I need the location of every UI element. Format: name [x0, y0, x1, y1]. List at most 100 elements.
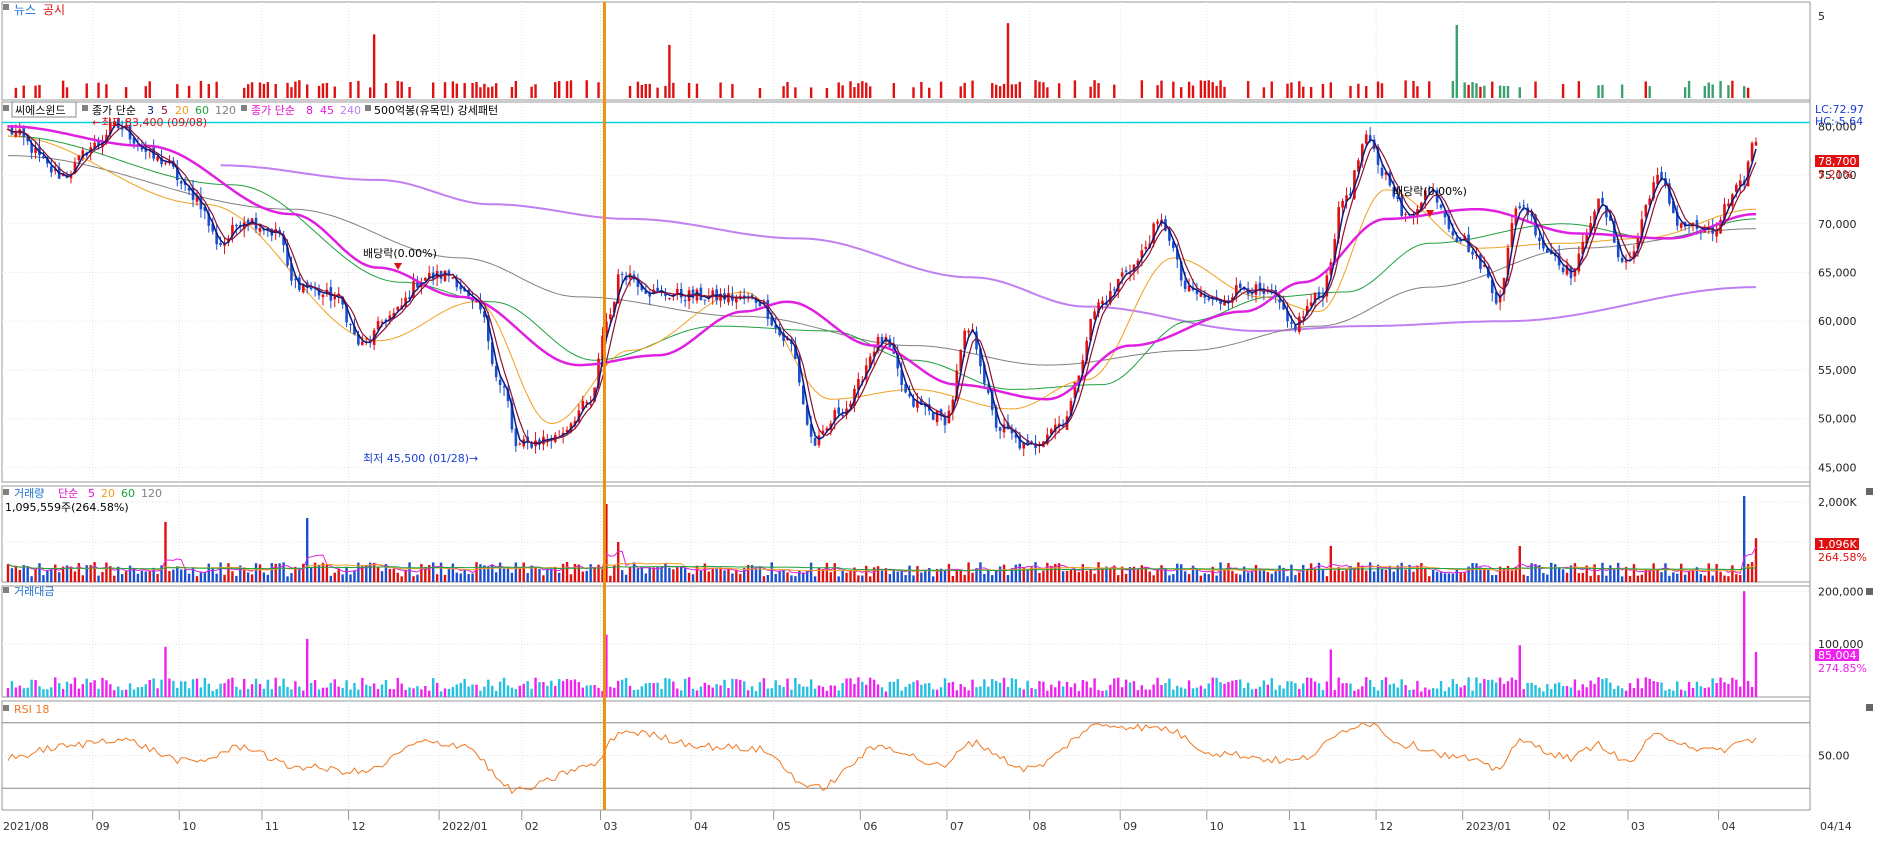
volume-bar — [916, 565, 919, 582]
amount-bar — [302, 690, 305, 697]
volume-bar — [1101, 568, 1104, 582]
candle-body — [1396, 196, 1400, 200]
candle-body — [140, 147, 144, 150]
amount-bar — [246, 688, 250, 697]
candle-body — [1109, 291, 1112, 304]
candle-body — [1368, 135, 1372, 141]
news-bar — [475, 81, 478, 98]
amount-bar — [1707, 687, 1710, 697]
volume-bar — [1656, 569, 1659, 582]
news-bar — [849, 81, 852, 98]
amount-bar — [1144, 689, 1147, 697]
volume-bar — [833, 563, 836, 582]
candle-body — [1290, 322, 1293, 324]
candle-body — [821, 430, 825, 434]
news-bar — [928, 87, 931, 98]
candle-body — [1483, 264, 1486, 267]
amount-panel — [6, 591, 1758, 697]
volume-bar — [1278, 565, 1281, 582]
candle-body — [1577, 253, 1581, 272]
candle-body — [809, 424, 813, 437]
amount-bar — [1652, 680, 1655, 697]
news-bar — [636, 81, 640, 98]
amount-bar — [530, 688, 533, 697]
amount-bar — [1054, 687, 1057, 697]
volume-bar — [1152, 575, 1155, 582]
volume-bar — [309, 567, 313, 582]
amount-bar — [1010, 678, 1014, 697]
volume-bar — [491, 564, 494, 582]
panel-marker-icon — [3, 105, 9, 111]
close-icon[interactable] — [1866, 588, 1873, 595]
news-bar — [731, 84, 734, 98]
news-bar — [38, 84, 41, 98]
candle-body — [93, 142, 96, 148]
volume-bar — [1317, 562, 1321, 582]
news-bar — [199, 80, 203, 98]
candle-body — [1486, 266, 1490, 278]
volume-bar — [321, 562, 325, 582]
news-tab[interactable]: 뉴스 — [14, 3, 36, 17]
volume-bar — [278, 563, 281, 582]
volume-bar — [660, 566, 663, 582]
volume-bar — [227, 563, 230, 582]
news-bar — [372, 34, 376, 98]
volume-bar — [69, 566, 73, 582]
candle-body — [975, 331, 978, 350]
amount-bar — [1727, 683, 1730, 697]
candle-body — [833, 410, 837, 421]
volume-bar — [136, 573, 140, 582]
amount-bar — [1672, 690, 1675, 697]
volume-ma120: 120 — [141, 487, 162, 500]
amount-bar — [1742, 591, 1746, 697]
amount-bar — [1617, 685, 1620, 697]
candle-body — [203, 206, 207, 211]
news-bar — [1262, 87, 1266, 98]
news-bar — [998, 86, 1002, 98]
close-icon[interactable] — [1866, 488, 1873, 495]
volume-bar — [109, 566, 112, 582]
amount-bar — [896, 679, 899, 697]
volume-bar — [1404, 569, 1407, 582]
news-bar — [597, 82, 600, 98]
news-bar — [1380, 83, 1384, 98]
panel-close-icons — [1866, 488, 1873, 711]
dividend-arrow-icon — [394, 263, 402, 270]
stock-name-box[interactable] — [11, 101, 77, 118]
volume-bar — [1687, 571, 1691, 582]
amount-bar — [924, 683, 927, 697]
stock-name[interactable]: 씨에스윈드 — [15, 103, 66, 117]
close-icon[interactable] — [1866, 704, 1873, 711]
volume-bar — [703, 563, 707, 582]
current-price: 78,700 — [1818, 155, 1857, 168]
amount-bar — [585, 685, 588, 697]
amount-bar — [400, 683, 403, 697]
candle-body — [1675, 212, 1679, 226]
volume-bar — [1380, 568, 1384, 582]
news-bar — [1376, 81, 1380, 98]
amount-bar — [361, 677, 364, 697]
amount-bar — [947, 682, 951, 697]
candle-body — [1565, 265, 1569, 275]
volume-bar — [258, 564, 262, 582]
amount-bar — [1061, 686, 1065, 697]
news-bar — [1046, 87, 1049, 98]
news-bar — [510, 87, 514, 98]
amount-bar — [1609, 682, 1612, 697]
amount-bar — [502, 677, 506, 697]
amount-bar — [26, 687, 29, 697]
volume-bar — [1502, 568, 1506, 582]
amount-bar — [1246, 682, 1250, 697]
candle-body — [967, 330, 970, 333]
panel-marker-icon — [3, 587, 9, 593]
volume-bar — [1428, 576, 1431, 582]
amount-bar — [1597, 677, 1600, 697]
candle-body — [1609, 215, 1612, 221]
legend-pattern: 500억봉(유목민) 강세패턴 — [374, 104, 498, 117]
disclosure-tab[interactable]: 공시 — [43, 3, 65, 17]
news-bar — [1093, 80, 1096, 98]
volume-bar — [1372, 571, 1376, 582]
ma5-line — [7, 125, 1757, 446]
news-bar — [1577, 81, 1581, 98]
